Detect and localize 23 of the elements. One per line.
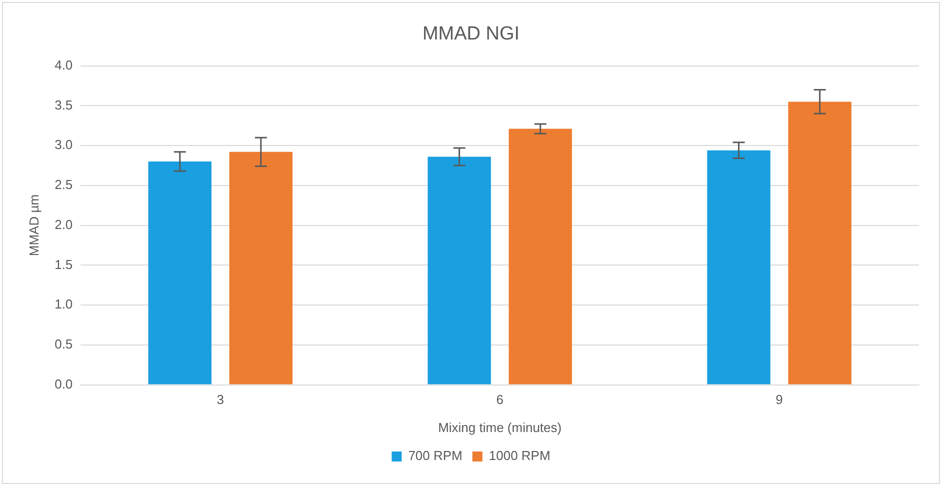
chart-title: MMAD NGI [422,24,520,45]
y-tick-label: 1.5 [54,256,73,272]
y-tick-label: 0.5 [54,336,73,352]
x-tick-label: 6 [496,392,504,408]
bar [148,162,212,384]
x-tick-label: 9 [776,392,783,408]
legend-label: 1000 RPM [488,448,550,464]
bar [707,150,770,384]
y-tick-label: 1.0 [54,296,73,312]
y-tick-label: 3.5 [54,97,73,112]
y-tick-label: 2.0 [54,216,73,232]
bar [229,152,293,384]
y-axis-title: MMAD µm [26,194,42,256]
bar [788,102,852,384]
y-tick-label: 2.5 [54,177,73,192]
bar [508,128,572,384]
x-axis-title: Mixing time (minutes) [438,420,562,435]
bar [428,156,491,384]
y-tick-label: 3.0 [54,137,73,152]
y-tick-label: 4.0 [54,57,73,72]
y-tick-label: 0.0 [54,376,73,392]
legend-label: 700 RPM [408,448,462,464]
x-tick-label: 3 [216,392,224,408]
